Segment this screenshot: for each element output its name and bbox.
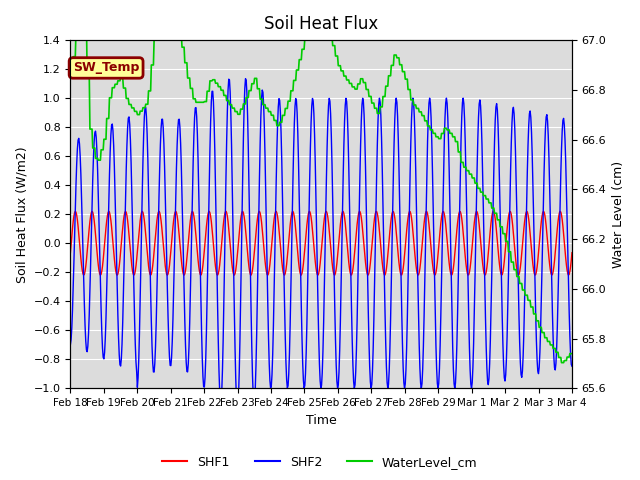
X-axis label: Time: Time bbox=[306, 414, 337, 427]
SHF1 bbox=[383, 260, 391, 265]
Line: SHF1: SHF1 bbox=[70, 211, 572, 275]
SHF2 bbox=[398, 311, 406, 316]
WaterLevel_cm bbox=[127, 102, 135, 108]
SHF1 bbox=[180, 271, 188, 277]
SHF2 bbox=[205, 219, 212, 225]
SHF2 bbox=[234, 406, 241, 412]
Line: SHF2: SHF2 bbox=[70, 79, 572, 409]
WaterLevel_cm bbox=[397, 62, 405, 68]
SHF2 bbox=[127, 160, 135, 166]
WaterLevel_cm bbox=[67, 74, 74, 80]
Y-axis label: Soil Heat Flux (W/m2): Soil Heat Flux (W/m2) bbox=[15, 146, 28, 283]
WaterLevel_cm bbox=[383, 83, 390, 89]
SHF2 bbox=[568, 363, 576, 369]
SHF1 bbox=[76, 240, 83, 245]
SHF2 bbox=[67, 342, 74, 348]
Legend: SHF1, SHF2, WaterLevel_cm: SHF1, SHF2, WaterLevel_cm bbox=[157, 451, 483, 474]
SHF1 bbox=[206, 210, 214, 216]
SHF2 bbox=[242, 76, 250, 82]
SHF1 bbox=[127, 256, 135, 262]
SHF2 bbox=[383, 380, 391, 385]
SHF1 bbox=[67, 250, 74, 255]
SHF1 bbox=[147, 272, 154, 278]
WaterLevel_cm bbox=[179, 44, 186, 50]
Title: Soil Heat Flux: Soil Heat Flux bbox=[264, 15, 378, 33]
SHF1 bbox=[568, 250, 576, 255]
WaterLevel_cm bbox=[557, 360, 565, 366]
Y-axis label: Water Level (cm): Water Level (cm) bbox=[612, 161, 625, 268]
SHF2 bbox=[178, 192, 186, 198]
WaterLevel_cm bbox=[568, 351, 576, 357]
WaterLevel_cm bbox=[205, 88, 213, 94]
Line: WaterLevel_cm: WaterLevel_cm bbox=[70, 0, 572, 363]
SHF2 bbox=[76, 141, 83, 146]
Text: SW_Temp: SW_Temp bbox=[73, 61, 140, 74]
SHF1 bbox=[398, 272, 406, 278]
SHF1 bbox=[138, 208, 146, 214]
